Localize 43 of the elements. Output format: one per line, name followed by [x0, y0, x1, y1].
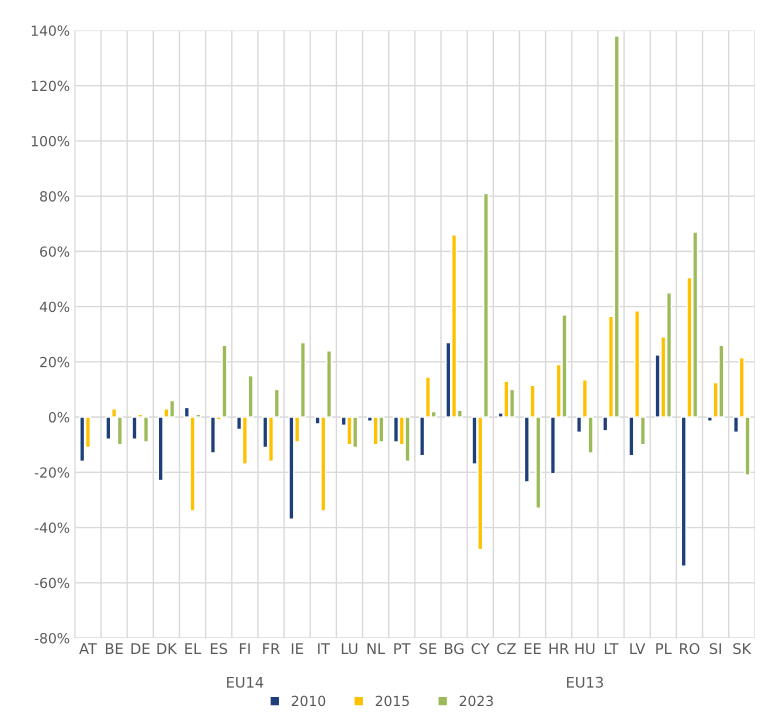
y-tick-label: -20%	[34, 467, 70, 478]
text: EU14	[227, 676, 264, 688]
y-tick-label: 0%	[48, 412, 70, 423]
x-tick-label: PT	[394, 643, 411, 654]
x-tick-label: ES	[210, 643, 228, 654]
text: EU13	[567, 676, 603, 688]
x-tick-label: SI	[710, 643, 721, 654]
x-tick-label: IE	[292, 643, 303, 654]
x-tick-label: NL	[368, 643, 386, 654]
x-tick-label: BE	[106, 643, 123, 654]
y-tick-label: 100%	[32, 136, 70, 146]
legend-label: 2010	[292, 696, 326, 706]
y-tick-label: 20%	[40, 356, 70, 368]
y-tick-label: -40%	[34, 522, 70, 534]
y-tick-label: -60%	[34, 578, 70, 588]
y-tick-label: -80%	[34, 632, 70, 644]
y-tick-label: 120%	[32, 80, 70, 92]
x-tick-label: AT	[79, 643, 97, 654]
x-tick-label: EE	[524, 643, 541, 654]
y-tick-label: 60%	[40, 246, 70, 257]
x-tick-label: IT	[318, 643, 330, 654]
legend-label: 2023	[460, 696, 493, 706]
x-tick-label: LU	[342, 643, 358, 654]
x-tick-label: CZ	[497, 643, 516, 654]
x-tick-label: HU	[575, 643, 594, 654]
x-tick-label: EL	[185, 643, 202, 654]
x-tick-label: RO	[680, 643, 700, 654]
x-tick-label: PL	[656, 643, 672, 654]
y-tick-label: 80%	[40, 191, 70, 202]
x-tick-label: LT	[604, 643, 619, 654]
x-tick-label: SK	[733, 643, 752, 654]
x-tick-label: CY	[472, 643, 490, 654]
x-tick-label: DK	[157, 643, 178, 654]
x-tick-label: FR	[263, 643, 280, 654]
y-tick-label: 40%	[40, 302, 70, 312]
x-tick-label: DE	[131, 643, 150, 654]
x-tick-label: HR	[550, 643, 569, 654]
legend-label: 2015	[376, 696, 409, 706]
y-tick-label: 140%	[32, 25, 70, 36]
x-tick-label: SE	[420, 643, 436, 654]
x-tick-label: FI	[240, 643, 250, 654]
x-tick-label: BG	[444, 643, 464, 654]
x-tick-label: LV	[630, 643, 646, 654]
